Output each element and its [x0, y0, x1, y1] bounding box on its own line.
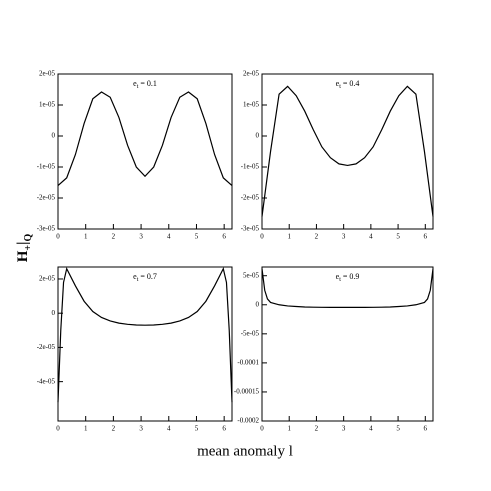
x-tick-label: 6	[424, 233, 428, 241]
annotation-rest: = 0.1	[138, 79, 157, 88]
annotation-base: e	[336, 79, 340, 88]
annotation: et = 0.9	[336, 272, 360, 284]
annotation-base: e	[133, 79, 137, 88]
data-line	[57, 91, 233, 187]
y-tick-label: 1e-05	[243, 101, 259, 109]
y-tick-label: 5e-05	[243, 271, 259, 279]
x-tick-label: 5	[396, 233, 400, 241]
y-label-part: H	[15, 250, 31, 262]
plot-frame	[261, 266, 434, 422]
x-tick-label: 5	[396, 425, 400, 433]
x-tick-label: 3	[139, 233, 143, 241]
x-tick-label: 3	[139, 425, 143, 433]
x-tick-label: 3	[342, 233, 346, 241]
annotation-base: e	[336, 272, 340, 281]
annotation: et = 0.1	[133, 79, 157, 91]
y-tick-label: 0	[52, 309, 56, 317]
y-tick-label: 0	[256, 132, 260, 140]
y-tick-label: -0.0002	[237, 417, 259, 425]
x-tick-label: 4	[167, 233, 171, 241]
annotation-sub: t	[339, 84, 341, 90]
x-tick-label: 1	[287, 233, 291, 241]
y-tick-label: 2e-05	[39, 275, 55, 283]
y-tick-label: -2e-05	[241, 194, 260, 202]
x-tick-label: 0	[56, 425, 60, 433]
y-tick-label: -0.00015	[234, 388, 260, 396]
y-label-part: |	[15, 242, 31, 245]
y-tick-label: -0.0001	[237, 358, 259, 366]
y-tick-label: 2e-05	[39, 70, 55, 78]
y-label-part: Q	[23, 234, 34, 242]
annotation-sub: t	[137, 84, 139, 90]
y-tick-label: -1e-05	[241, 163, 260, 171]
x-tick-label: 1	[84, 233, 88, 241]
x-tick-label: 4	[369, 425, 373, 433]
x-tick-label: 6	[222, 233, 226, 241]
annotation-rest: = 0.7	[138, 272, 157, 281]
x-tick-label: 2	[112, 233, 116, 241]
plot-frame	[57, 266, 233, 422]
x-axis-label: mean anomaly l	[197, 443, 293, 459]
y-tick-label: -2e-05	[37, 343, 56, 351]
data-line	[261, 85, 434, 217]
y-tick-label: -4e-05	[37, 377, 56, 385]
annotation-sub: t	[339, 277, 341, 283]
y-tick-label: 0	[256, 300, 260, 308]
y-tick-label: -3e-05	[241, 225, 260, 233]
y-tick-label: -5e-05	[241, 329, 260, 337]
plot-frame	[261, 73, 434, 230]
x-tick-label: 4	[369, 233, 373, 241]
annotation: et = 0.4	[336, 79, 360, 91]
y-label-part: +	[23, 245, 34, 251]
annotation-base: e	[133, 272, 137, 281]
x-tick-label: 1	[84, 425, 88, 433]
y-tick-label: -2e-05	[37, 194, 56, 202]
x-tick-label: 6	[424, 425, 428, 433]
annotation: et = 0.7	[133, 272, 157, 284]
x-tick-label: 3	[342, 425, 346, 433]
plot-frame	[57, 73, 233, 230]
x-tick-label: 1	[287, 425, 291, 433]
y-tick-label: -3e-05	[37, 225, 56, 233]
x-tick-label: 4	[167, 425, 171, 433]
y-tick-label: -1e-05	[37, 163, 56, 171]
annotation-rest: = 0.4	[341, 79, 360, 88]
annotation-rest: = 0.9	[341, 272, 360, 281]
x-tick-label: 0	[56, 233, 60, 241]
x-tick-label: 0	[260, 233, 264, 241]
y-tick-label: 0	[52, 132, 56, 140]
y-axis-label: H+|Q	[15, 234, 34, 263]
data-line	[57, 266, 233, 403]
annotation-sub: t	[137, 277, 139, 283]
y-tick-label: 2e-05	[243, 70, 259, 78]
x-tick-label: 2	[112, 425, 116, 433]
data-line	[261, 268, 434, 308]
x-tick-label: 6	[222, 425, 226, 433]
x-tick-label: 0	[260, 425, 264, 433]
x-tick-label: 5	[195, 425, 199, 433]
x-tick-label: 2	[315, 233, 319, 241]
x-tick-label: 5	[195, 233, 199, 241]
x-tick-label: 2	[315, 425, 319, 433]
y-tick-label: 1e-05	[39, 101, 55, 109]
